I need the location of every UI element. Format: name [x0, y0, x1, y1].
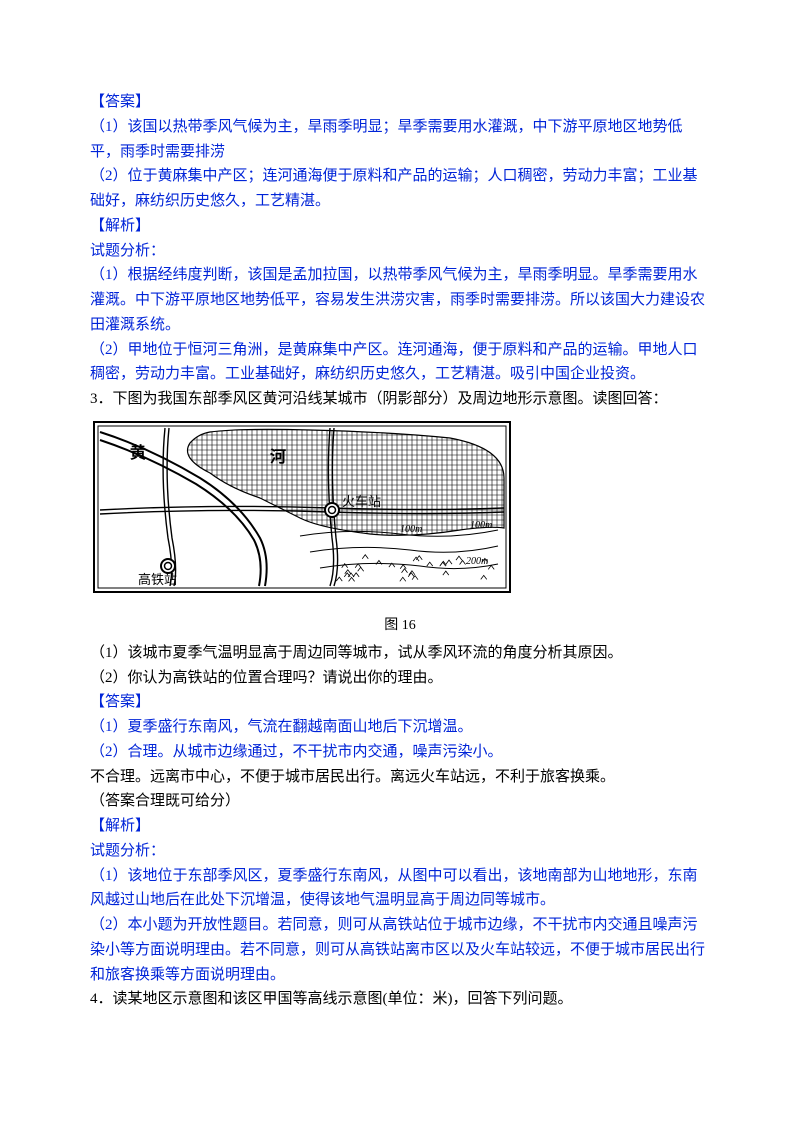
- text-line: 【解析】: [90, 214, 710, 239]
- svg-text:河: 河: [270, 447, 286, 466]
- svg-text:200m: 200m: [466, 556, 488, 567]
- text-block-2: （1）该城市夏季气温明显高于周边同等城市，试从季风环流的角度分析其原因。（2）你…: [90, 641, 710, 1012]
- svg-text:火车站: 火车站: [342, 494, 381, 509]
- text-line: （1）根据经纬度判断，该国是孟加拉国，以热带季风气候为主，旱雨季明显。旱季需要用…: [90, 263, 710, 337]
- text-line: 【解析】: [90, 814, 710, 839]
- document-page: 【答案】（1）该国以热带季风气候为主，旱雨季明显；旱季需要用水灌溉，中下游平原地…: [0, 0, 800, 1052]
- svg-text:100m: 100m: [400, 524, 422, 535]
- text-line: （1）该地位于东部季风区，夏季盛行东南风，从图中可以看出，该地南部为山地地形，东…: [90, 864, 710, 914]
- svg-text:高铁站: 高铁站: [138, 572, 177, 587]
- svg-text:100m: 100m: [470, 520, 492, 531]
- text-line: 【答案】: [90, 90, 710, 115]
- text-line: 试题分析：: [90, 839, 710, 864]
- text-line: （2）本小题为开放性题目。若同意，则可从高铁站位于城市边缘，不干扰市内交通且噪声…: [90, 913, 710, 987]
- figure-caption: 图 16: [90, 614, 710, 637]
- text-line: （2）你认为高铁站的位置合理吗？请说出你的理由。: [90, 666, 710, 691]
- text-line: （2）位于黄麻集中产区；连河通海便于原料和产品的运输；人口稠密，劳动力丰富；工业…: [90, 164, 710, 214]
- text-line: （1）该国以热带季风气候为主，旱雨季明显；旱季需要用水灌溉，中下游平原地区地势低…: [90, 115, 710, 165]
- svg-text:黄: 黄: [130, 443, 146, 462]
- text-block-1: 【答案】（1）该国以热带季风气候为主，旱雨季明显；旱季需要用水灌溉，中下游平原地…: [90, 90, 710, 412]
- text-line: 【答案】: [90, 690, 710, 715]
- text-line: 不合理。远离市中心，不便于城市居民出行。离远火车站远，不利于旅客换乘。: [90, 765, 710, 790]
- text-line: （2）合理。从城市边缘通过，不干扰市内交通，噪声污染小。: [90, 740, 710, 765]
- text-line: 试题分析：: [90, 239, 710, 264]
- text-line: （1）该城市夏季气温明显高于周边同等城市，试从季风环流的角度分析其原因。: [90, 641, 710, 666]
- text-line: （1）夏季盛行东南风，气流在翻越南面山地后下沉增温。: [90, 715, 710, 740]
- text-line: （2）甲地位于恒河三角洲，是黄麻集中产区。连河通海，便于原料和产品的运输。甲地人…: [90, 338, 710, 388]
- text-line: 3．下图为我国东部季风区黄河沿线某城市（阴影部分）及周边地形示意图。读图回答：: [90, 387, 710, 412]
- map-figure: 黄 河火车站高铁站 100m 100m 200m 图 16: [90, 418, 710, 637]
- text-line: （答案合理既可给分）: [90, 789, 710, 814]
- map-svg: 黄 河火车站高铁站 100m 100m 200m: [90, 418, 514, 612]
- text-line: 4．读某地区示意图和该区甲国等高线示意图(单位：米)，回答下列问题。: [90, 987, 710, 1012]
